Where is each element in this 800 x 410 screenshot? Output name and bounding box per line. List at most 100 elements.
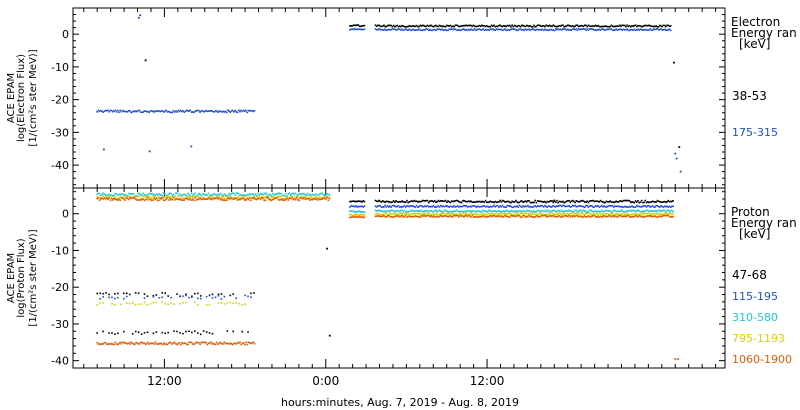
electron-series-38-53-point [616,25,619,28]
proton-series-47-68-point [188,330,190,333]
proton-series-310-580-point [231,192,234,194]
electron-series-175-315-point [173,111,176,113]
proton-y-label-line: ACE EPAM [6,253,17,303]
electron-series-175-315-point [118,111,120,114]
proton-series-115-195-point [453,205,455,207]
proton-series-1060-1900-point [216,196,218,199]
proton-series-310-580-point [198,192,200,195]
proton-series-47-68-point [550,200,552,202]
proton-series-47-68-point [355,200,357,203]
proton-series-310-580-point [513,211,516,213]
electron-series-175-315-point [659,28,661,31]
electron-series-175-315-point [540,29,543,31]
proton-series-1060-1900-point [98,343,101,345]
electron-series-175-315-point [599,29,602,31]
proton-series-115-195-point [488,206,491,209]
proton-series-310-580-point [312,194,315,196]
proton-series-115-195-point [600,204,603,207]
proton-series-1060-1900-point [677,358,679,361]
proton-series-310-580-point [413,210,415,213]
proton-series-47-68-point [500,201,503,203]
proton-series-795-1193-point [446,212,448,215]
proton-series-310-580-point [275,193,278,195]
electron-series-38-53-point [597,24,599,27]
proton-series-115-195-point [659,206,661,208]
proton-series-47-68-point [579,200,581,203]
proton-series-795-1193-point [256,196,258,198]
electron-series-175-315-point [563,28,566,30]
proton-series-310-580-point [456,210,459,213]
proton-series-47-68-point [105,292,107,294]
proton-series-1060-1900-point [139,199,142,201]
proton-series-1060-1900-point [210,197,212,200]
electron-series-175-315-point [110,109,113,112]
proton-series-1060-1900-point [159,197,161,199]
proton-series-795-1193-point [326,195,328,198]
electron-series-175-315-point [483,29,486,32]
proton-series-47-68-point [131,333,134,335]
proton-series-115-195-point [573,205,575,207]
proton-series-1060-1900-point [430,215,432,217]
proton-series-1060-1900-point [191,198,194,201]
proton-series-115-195-point [608,205,610,207]
proton-series-47-68-point [528,200,530,202]
proton-series-1060-1900-point [576,215,579,217]
proton-series-115-195-point [396,205,399,208]
proton-series-795-1193-point [478,213,481,216]
proton-series-47-68-point [515,199,517,202]
electron-series-175-315-point [172,109,175,112]
electron-series-38-53-point [546,24,549,27]
proton-series-310-580-point [352,210,355,212]
proton-series-47-68-point [542,201,545,203]
proton-series-115-195-point [649,206,651,208]
proton-series-1060-1900-point [196,342,199,344]
proton-series-310-580-point [321,192,324,195]
electron-series-175-315-point [511,28,513,30]
proton-series-795-1193-point [315,195,317,198]
proton-series-115-195-point [477,205,480,208]
electron-series-175-315-point [418,28,420,30]
proton-series-795-1193-point [552,212,555,215]
proton-series-310-580-point [501,210,504,213]
proton-series-795-1193-point [459,212,461,215]
proton-series-795-1193-point [281,198,284,200]
electron-series-175-315-point [490,28,493,31]
proton-series-47-68-point [391,201,394,203]
proton-series-47-68-point [409,200,412,203]
proton-series-47-68-point [492,201,494,203]
proton-series-310-580-point [649,210,651,213]
electron-series-175-315-point [512,28,515,30]
proton-series-795-1193-point [282,197,285,200]
proton-series-115-195-point [400,206,402,208]
electron-series-38-53-point [554,25,557,28]
proton-series-795-1193-point [173,303,175,305]
proton-series-795-1193-point [99,302,101,304]
proton-series-1060-1900-point [539,216,541,218]
proton-series-795-1193-point [654,212,656,215]
proton-series-310-580-point [671,209,673,212]
proton-series-795-1193-point [170,197,172,200]
proton-series-310-580-point [588,209,591,212]
proton-series-115-195-point [505,206,507,208]
proton-series-310-580-point [535,211,538,213]
electron-series-175-315-point [679,170,682,173]
electron-series-175-315-point [660,28,662,30]
proton-series-310-580-point [234,194,236,196]
proton-series-47-68-point [469,200,471,203]
proton-series-795-1193-point [360,213,362,216]
proton-series-1060-1900-point [217,198,219,200]
proton-series-1060-1900-point [378,215,380,218]
electron-series-175-315-point [397,27,400,30]
proton-legend-entry: 795-1193 [732,332,785,345]
proton-series-1060-1900-point [208,198,211,200]
proton-series-1060-1900-point [492,215,494,217]
proton-series-310-580-point [629,210,632,213]
proton-series-795-1193-point [211,196,213,198]
proton-series-795-1193-point [208,303,211,306]
proton-series-795-1193-point [181,195,183,197]
proton-series-310-580-point [453,210,455,212]
proton-series-1060-1900-point [176,198,178,200]
proton-series-795-1193-point [573,212,575,215]
electron-series-175-315-point [652,28,655,30]
electron-series-175-315-point [402,29,405,32]
